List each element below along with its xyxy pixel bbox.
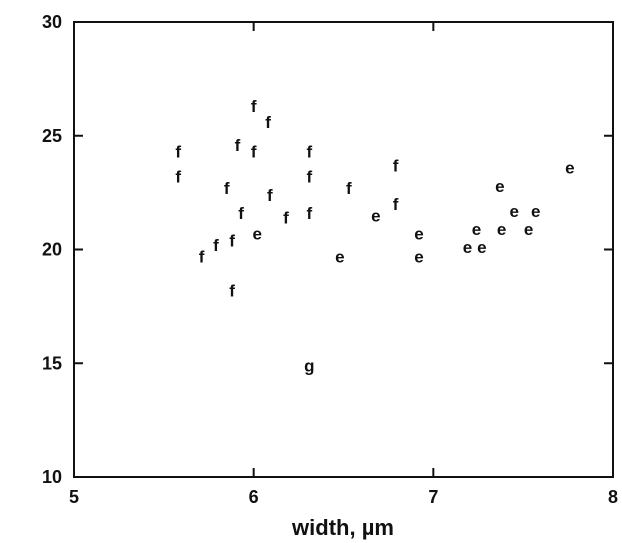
- point-e: e: [524, 220, 533, 239]
- point-f: f: [393, 156, 399, 175]
- y-tick-label: 20: [42, 240, 62, 260]
- point-e: e: [335, 247, 344, 266]
- point-f: f: [224, 179, 230, 198]
- axis-ticks: [74, 22, 613, 477]
- point-f: f: [265, 113, 271, 132]
- point-f: f: [175, 143, 181, 162]
- point-f: f: [307, 143, 313, 162]
- y-tick-label: 10: [42, 467, 62, 487]
- tick-labels: 5 6 7 8 10 15 20 25 30: [42, 12, 618, 507]
- point-e: e: [371, 206, 380, 225]
- point-e: e: [414, 247, 423, 266]
- point-f: f: [283, 209, 289, 228]
- point-e: e: [509, 202, 518, 221]
- point-f: f: [307, 168, 313, 187]
- y-tick-label: 30: [42, 12, 62, 32]
- point-e: e: [565, 159, 574, 178]
- point-e: e: [463, 238, 472, 257]
- x-tick-label: 7: [428, 487, 438, 507]
- x-tick-label: 8: [608, 487, 618, 507]
- point-f: f: [346, 179, 352, 198]
- point-e: e: [497, 220, 506, 239]
- point-e: e: [531, 202, 540, 221]
- x-axis-title: width, µm: [291, 515, 394, 540]
- point-f: f: [267, 186, 273, 205]
- y-tick-label: 25: [42, 126, 62, 146]
- point-g: g: [304, 357, 314, 376]
- point-f: f: [199, 247, 205, 266]
- point-f: f: [175, 168, 181, 187]
- point-f: f: [251, 97, 257, 116]
- x-tick-label: 6: [249, 487, 259, 507]
- x-tick-label: 5: [69, 487, 79, 507]
- point-e: e: [472, 220, 481, 239]
- point-f: f: [229, 231, 235, 250]
- point-e: e: [253, 225, 262, 244]
- point-f: f: [251, 143, 257, 162]
- point-e: e: [414, 225, 423, 244]
- point-e: e: [495, 177, 504, 196]
- point-f: f: [393, 195, 399, 214]
- point-f: f: [235, 136, 241, 155]
- y-tick-label: 15: [42, 353, 62, 373]
- point-e: e: [477, 238, 486, 257]
- point-f: f: [213, 236, 219, 255]
- point-f: f: [307, 204, 313, 223]
- point-f: f: [238, 204, 244, 223]
- point-f: f: [229, 281, 235, 300]
